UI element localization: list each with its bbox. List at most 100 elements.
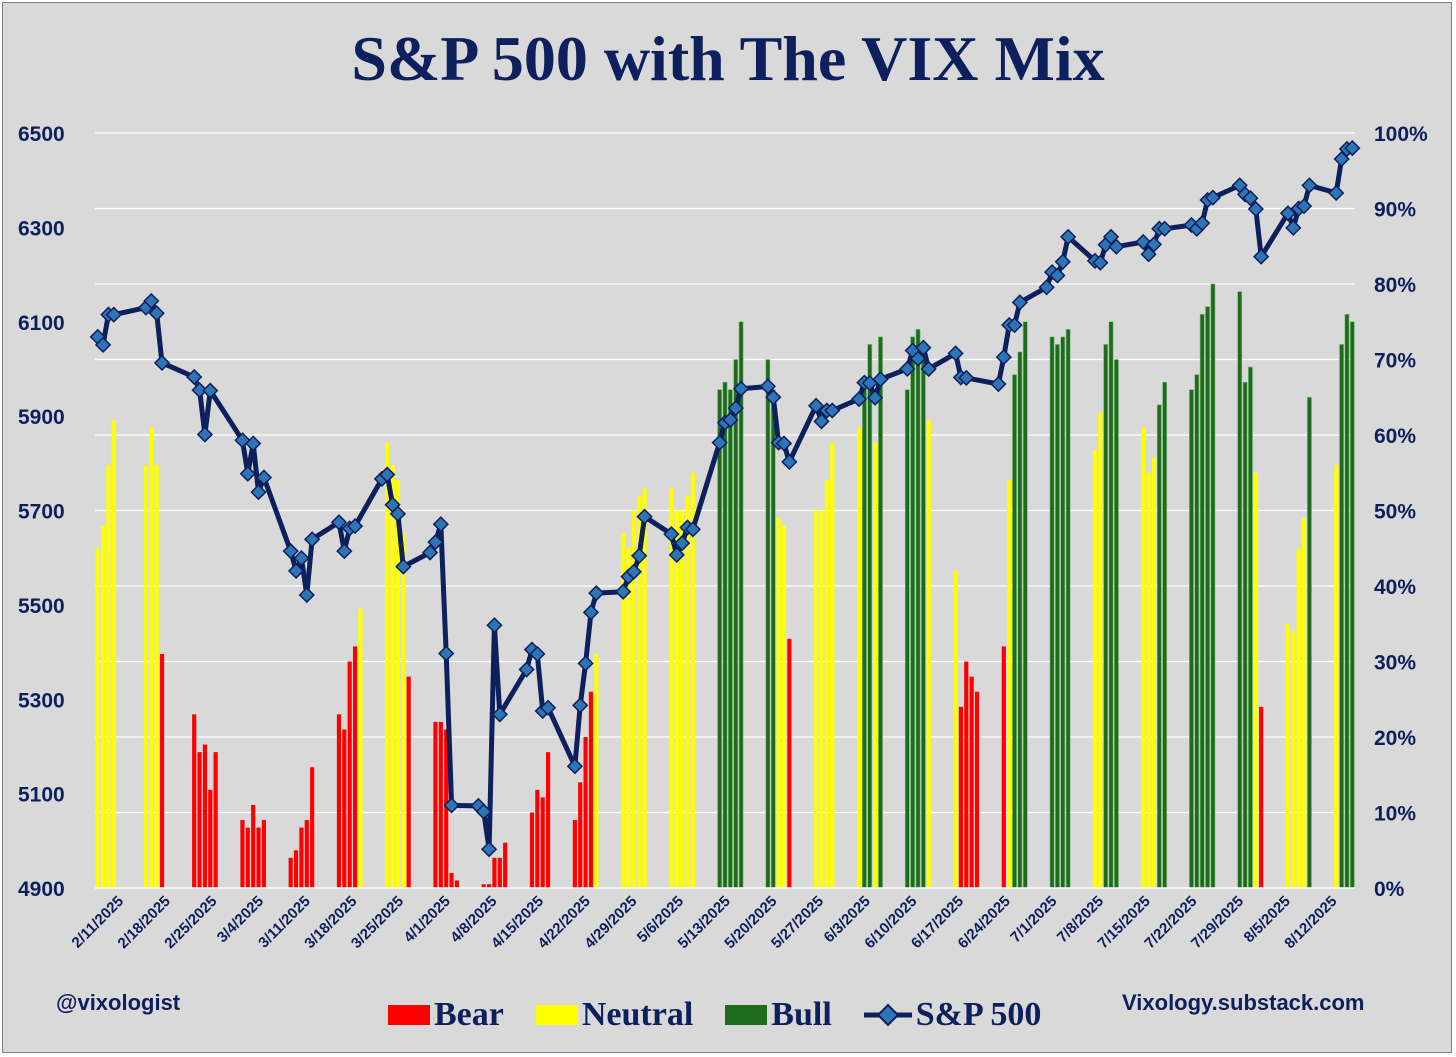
vix-mix-bar [1007, 480, 1012, 888]
left-tick-label: 4900 [18, 878, 65, 901]
vix-mix-bar [626, 548, 631, 888]
sp500-point [443, 797, 460, 814]
vix-mix-bar [100, 525, 106, 888]
sp500-line [89, 139, 1361, 858]
vix-mix-bar [814, 510, 819, 888]
sp500-point [674, 534, 691, 552]
vix-mix-bar [878, 336, 883, 889]
left-tick-label: 5900 [18, 406, 65, 429]
vix-mix-bar [449, 872, 454, 888]
sp500-point [153, 354, 171, 371]
vix-mix-bar [910, 336, 916, 889]
vix-mix-bar [572, 820, 577, 888]
right-tick-label: 60% [1374, 425, 1416, 448]
vix-mix-bar [1156, 404, 1162, 889]
vix-mix-bar [1339, 344, 1344, 889]
x-axis-ticks: 2/11/20252/18/20252/25/20253/4/20253/11/… [69, 893, 1341, 952]
vix-mix-bars [95, 283, 1355, 889]
vix-mix-bar [261, 820, 266, 888]
legend: Bear Neutral Bull S&P 500 [388, 996, 1073, 1034]
vix-mix-bar [904, 389, 910, 889]
sp500-point [1156, 220, 1173, 237]
vix-mix-bar [1296, 548, 1301, 888]
sp500-point [1140, 246, 1157, 263]
vix-mix-bar [535, 789, 540, 888]
vix-mix-bar [588, 691, 594, 888]
sp500-point [909, 350, 927, 367]
left-tick-label: 5500 [18, 595, 65, 618]
chart-title: S&P 500 with The VIX Mix [351, 23, 1105, 94]
vix-mix-bar [733, 359, 739, 889]
sp500-point [990, 375, 1007, 393]
legend-item-sp500: S&P 500 [863, 996, 1041, 1034]
sp500-point [346, 517, 364, 535]
sp500-point [1328, 184, 1345, 202]
sp500-point [684, 521, 701, 538]
sp500-point [588, 584, 605, 602]
left-tick-label: 6500 [18, 123, 65, 146]
legend-label-bull: Bull [771, 996, 832, 1033]
vix-mix-bar [1065, 328, 1071, 889]
vix-mix-bar [1017, 351, 1023, 889]
sp500-point [850, 391, 868, 408]
vix-mix-bar [781, 525, 787, 888]
vix-mix-bar [1141, 427, 1146, 888]
vix-mix-bar [1114, 359, 1119, 889]
sp500-point [1092, 254, 1109, 271]
vix-mix-bar [342, 729, 347, 888]
left-tick-label: 5100 [18, 784, 65, 807]
vix-mix-bar [915, 328, 921, 889]
vix-mix-bar [1291, 631, 1296, 888]
sp500-point [486, 617, 503, 634]
right-tick-label: 50% [1374, 501, 1416, 524]
vix-mix-bar [680, 510, 685, 888]
vix-mix-bar [770, 389, 776, 889]
vix-mix-bar [578, 782, 583, 888]
sp500-point [668, 546, 685, 564]
vix-mix-bar [1242, 381, 1248, 889]
vix-mix-bar [594, 653, 599, 888]
vix-mix-bar [390, 465, 395, 888]
sp500-point [1204, 189, 1222, 206]
vix-mix-bar [159, 653, 165, 888]
x-tick-label: 4/1/2025 [401, 893, 454, 946]
left-tick-label: 5700 [18, 501, 65, 524]
sp500-point [1108, 238, 1125, 255]
sp500-point [1333, 150, 1350, 168]
vix-mix-bar [95, 548, 100, 888]
sp500-point [1279, 205, 1297, 222]
sp500-point [920, 360, 937, 378]
site-url: Vixology.substack.com [1122, 990, 1365, 1015]
vix-mix-bar [310, 767, 315, 888]
sp500-point [1253, 248, 1270, 265]
vix-mix-bar [819, 510, 824, 888]
vix-mix-bar [288, 857, 293, 888]
sp500-point [245, 435, 262, 452]
vix-mix-bar [1210, 283, 1216, 889]
sp500-point [1011, 294, 1029, 311]
sp500-point [438, 645, 455, 662]
vix-mix-bar [1108, 321, 1114, 889]
sp500-point [94, 336, 112, 354]
vix-mix-bar [213, 752, 218, 888]
vix-mix-bar [1001, 646, 1006, 888]
vix-mix-bar [256, 827, 261, 888]
sp500-point [191, 382, 208, 399]
vix-mix-bar [830, 442, 835, 888]
sp500-point [732, 380, 750, 397]
sp500-point [518, 661, 535, 678]
vix-mix-bar [1334, 465, 1339, 888]
vix-mix-bar [106, 465, 111, 888]
sp500-point [781, 453, 798, 471]
legend-swatch-bull [725, 1005, 768, 1025]
vix-mix-bar [953, 570, 958, 888]
sp500-point [186, 368, 203, 386]
vix-mix-bar [192, 714, 197, 888]
vix-mix-bar [1151, 457, 1157, 888]
vix-mix-bar [727, 389, 733, 889]
vix-mix-bar [1049, 336, 1055, 889]
vix-mix-bar [454, 880, 460, 888]
sp500-point [813, 413, 830, 430]
sp500-point [899, 360, 916, 378]
sp500-point [105, 306, 122, 323]
